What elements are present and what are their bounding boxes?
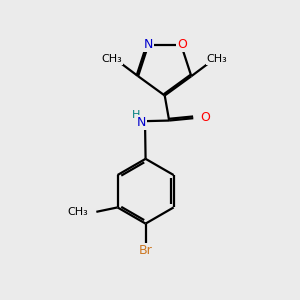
Text: CH₃: CH₃ (102, 54, 123, 64)
Text: H: H (131, 110, 140, 120)
Text: O: O (200, 111, 210, 124)
Text: O: O (177, 38, 187, 51)
Text: N: N (144, 38, 153, 51)
Text: Br: Br (139, 244, 152, 256)
Text: N: N (137, 116, 146, 129)
Text: CH₃: CH₃ (207, 54, 228, 64)
Text: CH₃: CH₃ (67, 207, 88, 217)
